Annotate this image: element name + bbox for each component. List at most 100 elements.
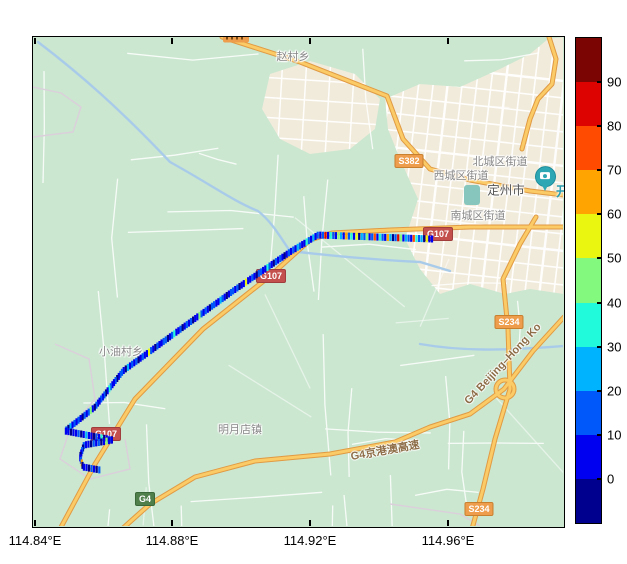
colorbar-band [576,478,601,524]
track-marker [196,313,199,321]
minor-road [385,126,563,150]
minor-road [495,397,563,474]
track-marker [259,268,263,276]
colorbar-band [576,346,601,391]
track-marker [240,281,243,289]
track-marker [192,316,195,324]
track-marker [312,234,315,242]
minor-road [111,178,119,298]
track-marker [334,232,337,240]
pin-tip [541,185,548,192]
colorbar-tick [597,257,602,260]
track-marker [150,347,153,355]
minor-road [551,46,563,294]
track-marker [87,464,91,472]
track-marker [217,298,220,306]
track-marker [232,287,235,295]
track-marker [234,286,237,293]
track-marker [337,232,340,240]
track-marker [417,235,421,242]
track-marker [156,342,159,350]
track-marker [93,403,96,411]
track-marker [229,289,233,296]
track-marker [350,232,353,240]
colorbar-band [576,126,601,171]
track-marker [412,234,415,242]
track-marker [183,322,186,330]
track-marker [101,393,104,401]
track-marker [154,344,157,351]
colorbar-tick [597,125,602,128]
track-marker [92,432,96,440]
colorbar-tick-label: 0 [607,471,615,487]
track-marker [90,465,93,472]
colorbar-tick [597,433,602,436]
track-marker [210,302,214,310]
track-marker [104,389,108,397]
minor-road [127,52,259,61]
track-marker [69,423,72,431]
track-marker [198,311,201,319]
track-marker [389,234,392,241]
track-marker [244,278,248,286]
track-marker [342,232,345,240]
place-label: 小油村乡 [99,346,143,358]
minor-road [97,291,111,425]
track-marker [95,465,98,473]
track-marker [270,261,273,268]
track-marker [394,234,397,242]
track-marker [126,363,129,371]
track-marker [287,249,290,257]
x-tick-top [171,38,173,44]
minor-road [127,227,244,234]
track-marker [79,415,82,422]
colorbar-tick [597,213,602,216]
track-marker [117,372,120,380]
colorbar-band [576,258,601,303]
track-marker [294,245,297,253]
track-marker [95,439,98,447]
track-marker [225,292,228,299]
colorbar-tick-label: 50 [607,250,622,266]
x-tick-label: 114.88°E [145,533,199,548]
track-marker [251,274,254,282]
track-marker [133,359,136,367]
track-marker [82,463,85,471]
colorbar [575,37,602,524]
colorbar-tick-label: 90 [607,74,622,90]
x-tick-label: 114.92°E [283,533,337,548]
track-marker [281,253,284,261]
track-marker [162,337,165,345]
track-marker [111,381,114,389]
track-marker [109,383,112,391]
track-marker [236,284,239,292]
track-marker [81,461,84,469]
track-marker [122,367,125,374]
minor-road [264,294,311,389]
track-marker [131,360,134,368]
colorbar-tick [597,169,602,172]
track-marker [202,308,205,316]
track-marker [319,231,322,239]
place-label: 西城区街道 [433,170,489,182]
track-marker [316,231,319,239]
track-marker [257,269,260,277]
track-marker [223,293,226,301]
place-label: 明月店镇 [218,424,262,436]
minor-road [343,494,348,526]
track-marker [100,434,103,442]
x-tick-bottom [34,520,36,526]
track-marker [171,331,174,339]
track-marker [102,438,105,446]
scenic-spot-pin-icon [535,166,556,192]
track-marker [67,428,70,436]
track-marker [189,318,193,325]
track-marker [90,432,93,440]
poi-layer: 开 [33,37,564,527]
track-marker [305,238,308,246]
track-marker [262,266,265,274]
colorbar-band [576,214,601,259]
track-marker [147,348,151,356]
track-marker [181,324,184,332]
colorbar-tick [597,81,602,84]
